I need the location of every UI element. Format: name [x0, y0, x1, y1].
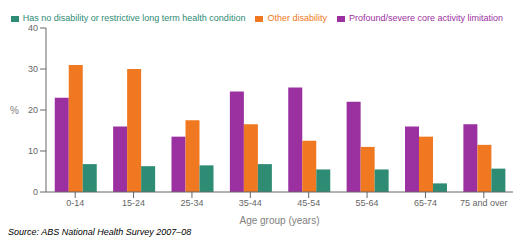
svg-text:65-74: 65-74: [414, 198, 437, 208]
svg-text:Age group (years): Age group (years): [239, 215, 319, 226]
svg-text:30: 30: [28, 64, 38, 74]
svg-text:25-34: 25-34: [180, 198, 203, 208]
svg-text:20: 20: [28, 105, 38, 115]
svg-text:%: %: [10, 105, 19, 116]
html-text:Other disability: Other disability: [267, 13, 327, 23]
svg-text:15-24: 15-24: [122, 198, 145, 208]
svg-text:0-14: 0-14: [66, 198, 84, 208]
svg-text:45-54: 45-54: [297, 198, 320, 208]
html-text:Profound/severe core activity: Profound/severe core activity limitation: [348, 13, 503, 23]
svg-text:75 and over: 75 and over: [460, 198, 508, 208]
svg-text:40: 40: [28, 23, 38, 33]
html-text:Has no disability or restricti: Has no disability or restrictive long te…: [22, 13, 246, 23]
svg-text:0: 0: [33, 187, 38, 197]
svg-text:55-64: 55-64: [356, 198, 379, 208]
svg-text:35-44: 35-44: [239, 198, 262, 208]
html-text:Source: ABS National Health Su: Source: ABS National Health Survey 2007–…: [8, 227, 192, 237]
svg-text:10: 10: [28, 146, 38, 156]
